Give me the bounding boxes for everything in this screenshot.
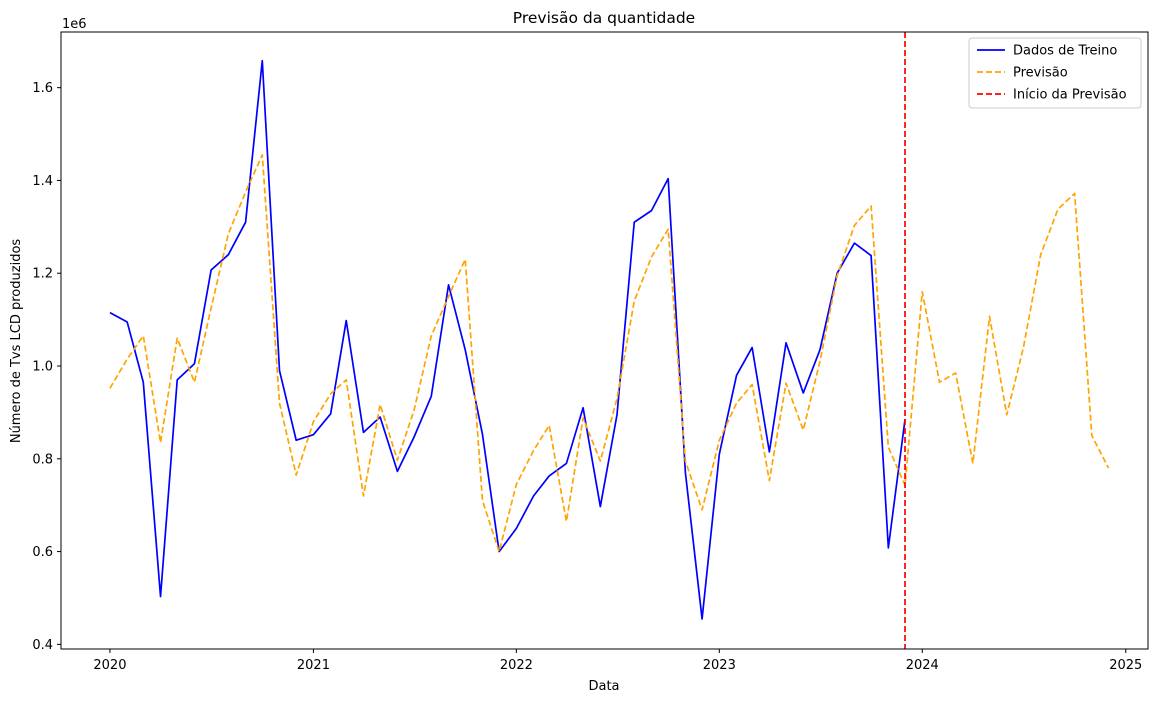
y-tick-label: 1.2 (32, 267, 53, 282)
y-axis-title: Número de Tvs LCD produzidos (9, 239, 24, 444)
x-axis-title: Data (588, 679, 619, 694)
y-tick-label: 0.6 (32, 545, 53, 560)
legend: Dados de Treino Previsão Início da Previsã… (968, 37, 1142, 109)
plot-marks (109, 32, 1110, 649)
x-tick-label: 2022 (500, 658, 533, 673)
y-tick-label: 0.4 (32, 638, 53, 653)
y-tick-label: 1.0 (32, 360, 53, 375)
x-tick-label: 2020 (93, 658, 126, 673)
plot-frame (60, 31, 1149, 650)
legend-label: Início da Previsão (1013, 88, 1127, 103)
y-tick-label: 1.6 (32, 81, 53, 96)
x-tick-label: 2024 (906, 658, 939, 673)
series-line-1 (109, 59, 906, 620)
legend-label: Previsão (1013, 66, 1068, 81)
y-axis: 0.4 0.6 0.8 1.0 1.2 1.4 1.6 (32, 81, 61, 653)
x-tick-label: 2025 (1109, 658, 1142, 673)
x-tick-label: 2021 (297, 658, 330, 673)
y-tick-label: 0.8 (32, 452, 53, 467)
series-line-2 (109, 154, 1110, 553)
legend-box (968, 37, 1142, 109)
chart-title: Previsão da quantidade (513, 9, 695, 27)
x-tick-label: 2023 (703, 658, 736, 673)
x-axis: 2020 2021 2022 2023 2024 2025 (93, 649, 1142, 673)
y-tick-label: 1.4 (32, 174, 53, 189)
legend-label: Dados de Treino (1013, 44, 1117, 59)
y-offset-label: 1e6 (62, 17, 87, 32)
